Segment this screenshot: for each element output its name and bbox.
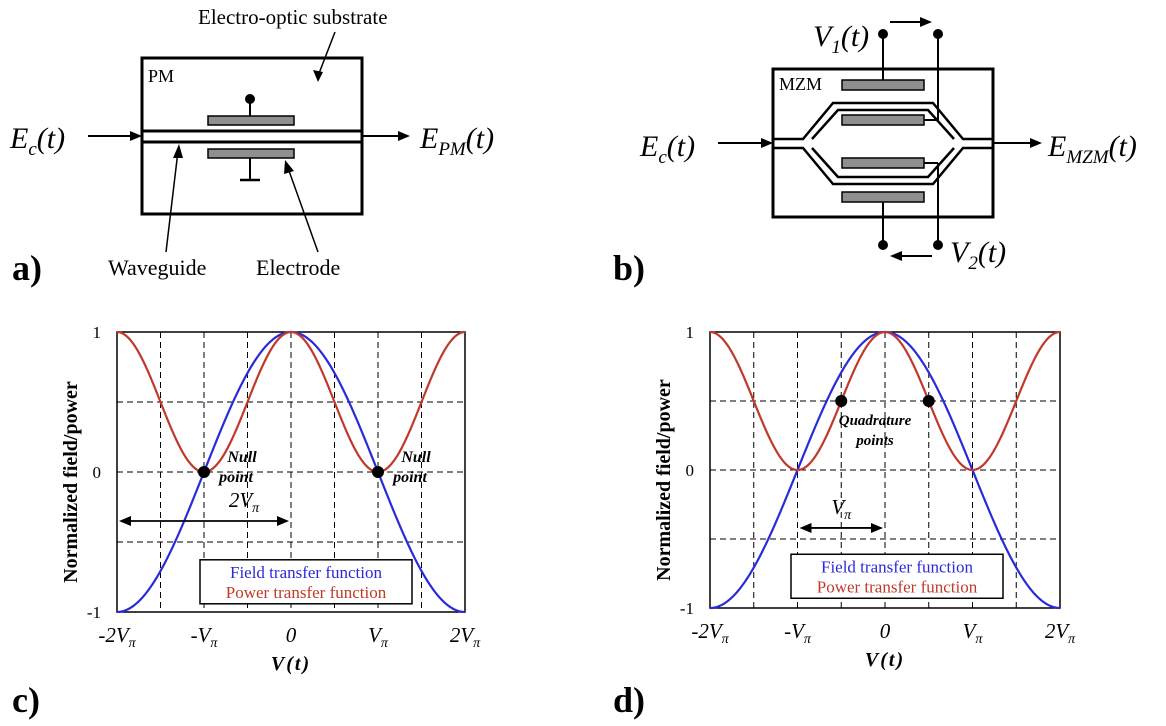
x-tick-label: 2Vπ bbox=[450, 623, 481, 651]
x-axis-label: V(t) bbox=[865, 649, 905, 671]
pm-signal-terminal bbox=[245, 94, 255, 104]
y-tick-label: 0 bbox=[93, 463, 102, 482]
x-tick-label: 0 bbox=[880, 619, 891, 643]
mzm-output-label: EMZM(t) bbox=[1047, 130, 1137, 168]
panel-c-label: c) bbox=[12, 680, 40, 720]
pm-electrode-top bbox=[207, 115, 295, 126]
y-tick-label: 1 bbox=[686, 323, 695, 342]
legend-entry-field: Field transfer function bbox=[230, 563, 383, 582]
panel-d-label: d) bbox=[613, 680, 645, 720]
x-tick-label: 0 bbox=[286, 623, 297, 647]
mzm-electrode-4 bbox=[841, 191, 925, 203]
quadrature-label-line2: points bbox=[854, 433, 894, 449]
legend-entry-field: Field transfer function bbox=[821, 557, 974, 576]
mzm-waveguide-outer bbox=[773, 101, 993, 186]
marker-point bbox=[372, 466, 384, 478]
panel-c-transfer-chart: 1 0 -1-2Vπ -Vπ 0 Vπ 2Vπ V(t) Normalized field/po… bbox=[12, 323, 481, 720]
power-transfer-curve bbox=[709, 330, 1061, 472]
mzm-v2-terminal-left bbox=[878, 240, 888, 250]
pm-box-label: PM bbox=[148, 66, 174, 86]
x-tick-label: -2Vπ bbox=[691, 619, 729, 647]
mzm-electrode-3 bbox=[841, 157, 925, 169]
y-tick-label: -1 bbox=[680, 599, 694, 618]
panel-a-label: a) bbox=[12, 248, 42, 288]
mzm-electrode-1 bbox=[841, 79, 925, 91]
panel-b-mzm-diagram: MZM Ec(t) EMZM(t) V1(t) V2(t) bbox=[613, 17, 1137, 288]
mzm-input-arrow-head bbox=[761, 138, 773, 148]
point-label-line2: point bbox=[217, 469, 253, 486]
electrode-pointer bbox=[287, 167, 319, 253]
mzm-electrode-2 bbox=[841, 114, 925, 126]
marker-point bbox=[198, 466, 210, 478]
v2-label: V2(t) bbox=[950, 236, 1006, 274]
mzm-input-label: Ec(t) bbox=[639, 130, 695, 168]
legend-box bbox=[790, 553, 1004, 600]
point-label-line2: point bbox=[391, 469, 427, 486]
pm-input-label: Ec(t) bbox=[9, 122, 65, 160]
y-tick-label: 0 bbox=[686, 461, 695, 480]
panel-b-label: b) bbox=[613, 248, 645, 288]
pm-substrate-box bbox=[140, 56, 364, 216]
y-axis-label: Normalized field/power bbox=[653, 379, 675, 581]
waveguide-pointer-head bbox=[173, 144, 183, 158]
x-tick-label: -2Vπ bbox=[98, 623, 136, 651]
x-axis-label: V(t) bbox=[271, 653, 311, 675]
waveguide-pointer bbox=[165, 150, 179, 253]
panel-a-pm-diagram: PM Electro-optic substrate Ec(t) EPM(t) … bbox=[9, 5, 494, 288]
electrode-pointer-head bbox=[284, 160, 294, 174]
mzm-v1-terminal-left bbox=[878, 29, 888, 39]
x-tick-label: 2Vπ bbox=[1045, 619, 1076, 647]
mzm-v1-terminal-right bbox=[933, 29, 943, 39]
mzm-output-arrow-head bbox=[1030, 138, 1042, 148]
power-transfer-curve bbox=[116, 330, 466, 474]
mzm-v2-terminal-right bbox=[933, 240, 943, 250]
pm-output-arrow-head bbox=[398, 131, 410, 141]
mzm-waveguide-inner bbox=[811, 108, 955, 179]
span-label: Vπ bbox=[831, 495, 852, 523]
pm-output-label: EPM(t) bbox=[419, 122, 494, 160]
legend-entry-power: Power transfer function bbox=[226, 583, 387, 602]
legend-entry-power: Power transfer function bbox=[817, 577, 978, 596]
marker-point bbox=[835, 395, 848, 407]
point-label-line1: Null bbox=[400, 449, 431, 466]
legend-box bbox=[199, 559, 413, 605]
marker-point bbox=[922, 395, 935, 407]
pm-electrode-bottom bbox=[207, 148, 295, 159]
span-arrow-head-right bbox=[277, 516, 289, 526]
x-tick-label: -Vπ bbox=[784, 619, 812, 647]
substrate-pointer bbox=[317, 31, 336, 77]
quadrature-label-line1: Quadrature bbox=[839, 413, 912, 429]
waveguide-label: Waveguide bbox=[108, 255, 206, 280]
mzm-v1-direction-arrow-head bbox=[920, 17, 932, 27]
span-arrow-head-left bbox=[799, 522, 812, 533]
span-label: 2Vπ bbox=[229, 488, 260, 516]
x-tick-label: -Vπ bbox=[191, 623, 219, 651]
point-label-line1: Null bbox=[226, 449, 257, 466]
y-tick-label: -1 bbox=[87, 603, 101, 622]
x-tick-label: Vπ bbox=[963, 619, 984, 647]
y-tick-label: 1 bbox=[93, 323, 102, 342]
pm-input-arrow-head bbox=[130, 131, 142, 141]
electrode-label: Electrode bbox=[256, 255, 340, 280]
span-arrow-head-right bbox=[871, 522, 883, 533]
v1-label: V1(t) bbox=[813, 20, 869, 58]
substrate-label: Electro-optic substrate bbox=[198, 5, 388, 29]
x-tick-label: Vπ bbox=[368, 623, 389, 651]
mzm-box-label: MZM bbox=[779, 74, 822, 94]
span-arrow-head-left bbox=[119, 516, 131, 526]
y-axis-label: Normalized field/power bbox=[60, 381, 82, 583]
mzm-v2-direction-arrow-head bbox=[890, 251, 902, 261]
panel-d-transfer-chart: 1 0 -1-2Vπ -Vπ 0 Vπ 2Vπ V(t) Normalized field/po… bbox=[613, 323, 1076, 720]
substrate-pointer-head bbox=[313, 70, 323, 82]
